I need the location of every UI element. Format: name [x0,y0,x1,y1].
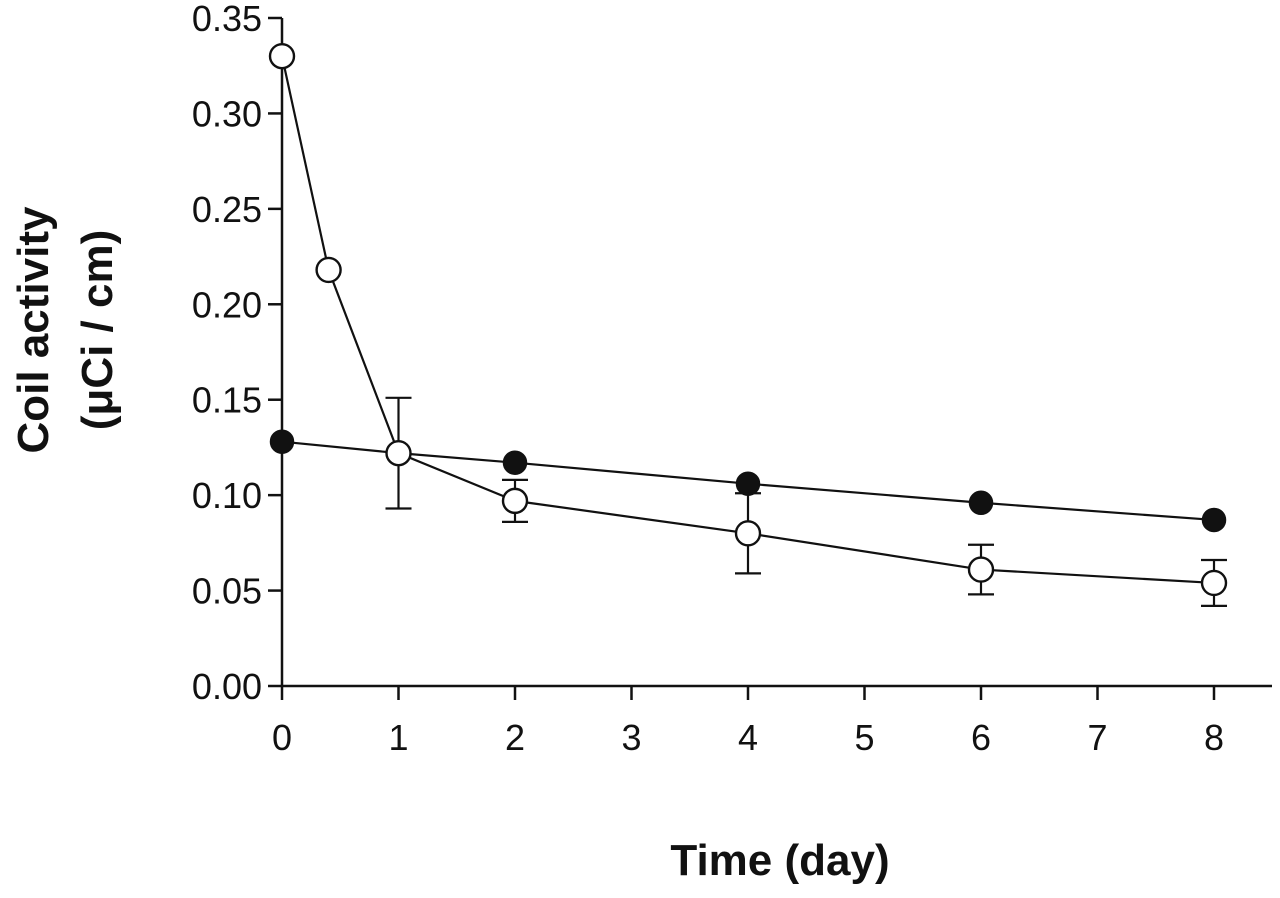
y-tick-label-0: 0.00 [192,666,262,707]
series-1-point-5 [967,556,995,583]
y-tick-label-6: 0.30 [192,93,262,134]
y-tick-label-1: 0.05 [192,571,262,612]
series-1-point-2 [385,439,412,467]
series-0-line [281,440,1215,522]
series-0-point-5 [1201,507,1227,533]
x-tick-label-3: 3 [621,717,641,758]
x-tick-label-5: 5 [854,717,874,758]
x-axis-title: Time (day) [670,836,889,885]
x-tick-label-1: 1 [388,717,408,758]
y-tick-label-3: 0.15 [192,380,262,421]
series-0-point-4 [968,490,994,516]
y-tick-label-4: 0.20 [192,284,262,325]
series-1-point-1 [315,256,342,284]
series-0-point-0 [269,429,295,454]
y-axis-title-line-2: (μCi / cm) [73,230,122,431]
x-tick-label-2: 2 [505,717,525,758]
y-axis-title: Coil activity (μCi / cm) [9,206,122,453]
series-layer [268,42,1228,607]
series-1-point-0 [268,42,296,70]
y-tick-label-7: 0.35 [192,0,262,39]
y-tick-label-5: 0.25 [192,189,262,230]
series-0-point-2 [502,450,528,475]
axis-ticks: 0.00 0.05 0.10 0.15 0.20 0.25 0.30 0.35 0 1 2 3 4 5 6 7… [192,0,1224,758]
y-axis-title-line-1: Coil activity [9,206,58,453]
series-1-point-4 [734,520,762,547]
series-1 [268,42,1228,607]
x-tick-label-6: 6 [971,717,991,758]
x-tick-label-8: 8 [1204,717,1224,758]
series-1-point-3 [501,487,529,515]
series-0-point-3 [735,471,761,496]
series-1-point-6 [1200,569,1228,597]
y-tick-label-2: 0.10 [192,475,262,516]
x-tick-label-4: 4 [738,717,758,758]
x-tick-label-7: 7 [1087,717,1107,758]
x-tick-label-0: 0 [272,717,292,758]
